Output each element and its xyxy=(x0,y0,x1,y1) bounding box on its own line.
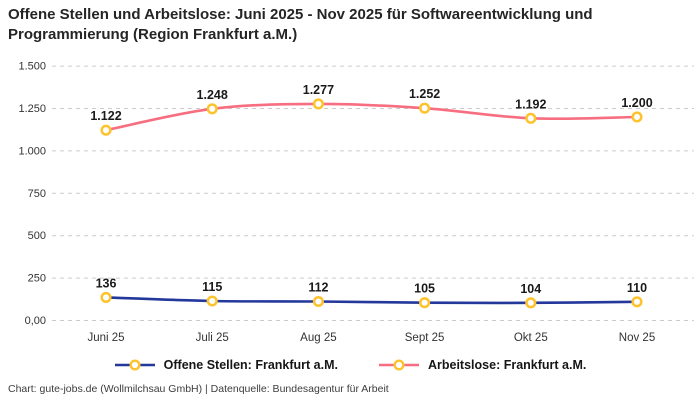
y-axis-tick-label: 1.500 xyxy=(18,61,46,73)
data-point-marker[interactable] xyxy=(312,295,324,308)
x-axis-label: Juni 25 xyxy=(87,332,124,344)
data-point-label: 1.200 xyxy=(621,96,652,110)
data-point-marker[interactable] xyxy=(419,102,431,114)
series-line-arbeitslose xyxy=(104,102,639,132)
legend-label-offene-stellen: Offene Stellen: Frankfurt a.M. xyxy=(163,358,338,372)
data-point-marker[interactable] xyxy=(631,296,643,308)
legend-label-arbeitslose: Arbeitslose: Frankfurt a.M. xyxy=(427,358,587,372)
data-point-label: 115 xyxy=(202,280,222,294)
data-point-label: 1.277 xyxy=(303,83,334,97)
y-axis-tick-label: 1.250 xyxy=(18,103,46,115)
data-point-marker[interactable] xyxy=(100,124,112,136)
data-point-label: 112 xyxy=(308,281,328,295)
x-axis-label: Nov 25 xyxy=(619,332,655,344)
data-point-label: 105 xyxy=(414,282,435,296)
data-point-marker[interactable] xyxy=(525,297,537,309)
legend-swatch-offene-stellen-icon xyxy=(114,359,155,371)
data-point-label: 110 xyxy=(627,281,647,295)
legend-item-offene-stellen[interactable]: Offene Stellen: Frankfurt a.M. xyxy=(114,358,338,372)
x-axis-label: Aug 25 xyxy=(300,332,336,344)
chart-footer: Chart: gute-jobs.de (Wollmilchsau GmbH) … xyxy=(8,383,389,395)
series-line-offene-stellen xyxy=(104,296,639,305)
data-point-label: 1.252 xyxy=(409,87,440,101)
data-point-marker[interactable] xyxy=(525,112,537,124)
y-axis-tick-label: 0,00 xyxy=(25,315,46,327)
data-point-marker[interactable] xyxy=(312,98,324,110)
y-axis-tick-label: 1.000 xyxy=(18,145,46,157)
data-point-label: 136 xyxy=(96,276,117,290)
y-axis-tick-label: 750 xyxy=(28,188,46,200)
data-point-label: 104 xyxy=(520,282,541,296)
data-point-label: 1.248 xyxy=(197,88,228,102)
legend-swatch-arbeitslose-icon xyxy=(378,359,419,371)
chart-title: Offene Stellen und Arbeitslose: Juni 202… xyxy=(8,6,593,44)
x-axis-label: Juli 25 xyxy=(196,332,229,344)
data-point-marker[interactable] xyxy=(206,295,218,307)
legend-item-arbeitslose[interactable]: Arbeitslose: Frankfurt a.M. xyxy=(378,358,586,372)
data-point-marker[interactable] xyxy=(419,297,431,309)
legend: Offene Stellen: Frankfurt a.M. Arbeitslo… xyxy=(0,358,700,372)
data-point-marker[interactable] xyxy=(631,111,643,123)
data-point-label: 1.192 xyxy=(515,97,546,111)
x-axis-label: Sept 25 xyxy=(405,332,445,344)
y-axis-tick-label: 500 xyxy=(28,230,46,242)
data-point-marker[interactable] xyxy=(206,103,218,115)
x-axis-label: Okt 25 xyxy=(514,332,548,344)
y-axis-tick-label: 250 xyxy=(28,273,46,285)
data-point-marker[interactable] xyxy=(100,291,112,303)
data-point-label: 1.122 xyxy=(90,109,121,123)
